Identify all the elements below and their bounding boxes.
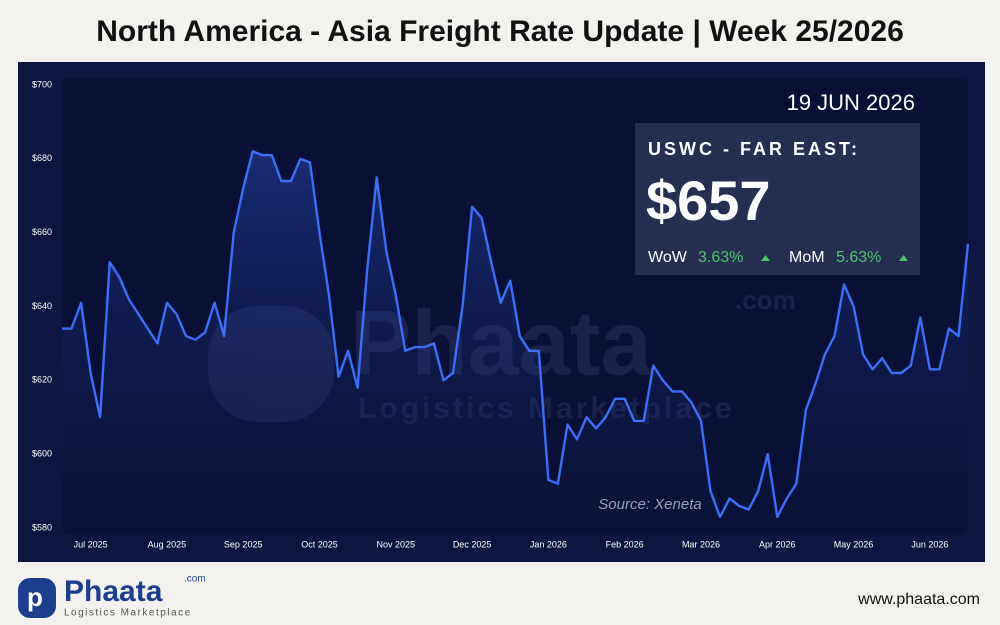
brand-name: Phaata [64,575,163,608]
x-tick-label: Sep 2025 [224,539,263,549]
x-tick-label: Jul 2025 [74,539,108,549]
change-name: WoW [648,249,688,266]
up-arrow [761,255,770,261]
area [62,151,968,528]
change-value: 5.63% [836,249,881,266]
card-price: $657 [646,169,771,232]
line [62,150,970,519]
y-tick-label: $700 [32,79,52,89]
x-tick-label: Jun 2026 [911,539,948,549]
y-tick-label: $680 [32,153,52,163]
y-tick-label: $640 [32,301,52,311]
y-tick-label: $600 [32,449,52,459]
brand-logo-letter: p [27,582,43,612]
brand-logo [18,578,56,618]
x-tick-label: Mar 2026 [682,539,720,549]
y-tick-label: $580 [32,522,52,532]
x-tick-label: Apr 2026 [759,539,796,549]
date: 19 JUN 2026 [787,90,915,115]
page-title: North America - Asia Freight Rate Update… [96,15,904,48]
brand-tagline: Logistics Marketplace [64,608,192,619]
watermark-domain: .com [735,285,796,315]
up-arrow [899,255,908,261]
x-tick-label: May 2026 [834,539,874,549]
x-tick-label: Nov 2025 [377,539,416,549]
y-tick-label: $660 [32,227,52,237]
card-route: USWC - FAR EAST: [648,139,860,159]
change-value: 3.63% [698,249,743,266]
x-tick-label: Oct 2025 [301,539,338,549]
x-tick-label: Feb 2026 [606,539,644,549]
brand-domain: .com [184,574,206,585]
y-tick-label: $620 [32,375,52,385]
price-card [635,123,920,275]
x-tick-label: Dec 2025 [453,539,492,549]
x-tick-label: Jan 2026 [530,539,567,549]
change-name: MoM [789,249,825,266]
x-tick-label: Aug 2025 [148,539,187,549]
plot [62,150,970,528]
source: Source: Xeneta [598,496,701,513]
url: www.phaata.com [857,591,980,608]
